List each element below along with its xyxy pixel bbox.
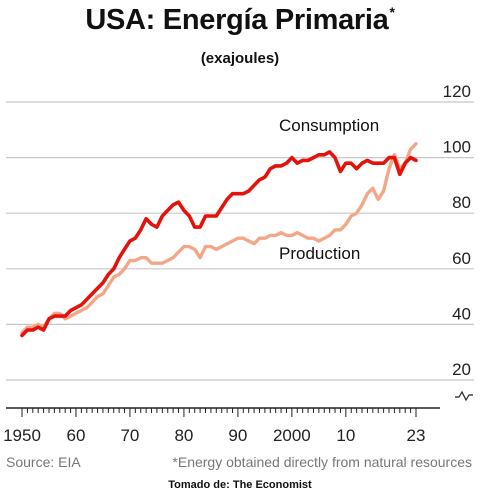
x-tick-label: 60: [67, 426, 86, 445]
x-tick-label: 1950: [3, 426, 41, 445]
series-line-production: [20, 141, 418, 335]
title-asterisk: *: [389, 4, 395, 20]
x-tick-label: 23: [407, 426, 426, 445]
production-label: Production: [279, 244, 360, 263]
chart-title: USA: Energía Primaria*: [85, 4, 395, 36]
source-note: Source: EIA: [6, 454, 81, 470]
y-tick-label: 40: [452, 304, 471, 323]
x-tick-label: 90: [228, 426, 247, 445]
series-labels: Consumption Production: [279, 116, 379, 263]
x-tick-label: 2000: [273, 426, 311, 445]
y-tick-label: 60: [452, 249, 471, 268]
series-line-consumption: [20, 150, 418, 338]
series-lines: [20, 141, 418, 338]
grid-lines: [6, 101, 474, 381]
x-tick-label: 10: [336, 426, 355, 445]
x-tick-label: 80: [174, 426, 193, 445]
y-tick-label: 100: [443, 138, 471, 157]
y-tick-label: 80: [452, 193, 471, 212]
y-tick-label: 20: [452, 360, 471, 379]
y-tick-labels: 20 40 60 80 100 120: [443, 82, 471, 379]
x-tick-label: 70: [120, 426, 139, 445]
definition-note: *Energy obtained directly from natural r…: [172, 454, 472, 470]
credit-line: Tomado de: The Economist: [168, 479, 312, 491]
x-axis: 1950 60 70 80 90 2000 10 23: [3, 390, 473, 445]
axis-break-icon: [455, 390, 473, 402]
chart-subtitle: (exajoules): [200, 50, 280, 67]
y-tick-label: 120: [443, 82, 471, 101]
consumption-label: Consumption: [279, 116, 379, 135]
